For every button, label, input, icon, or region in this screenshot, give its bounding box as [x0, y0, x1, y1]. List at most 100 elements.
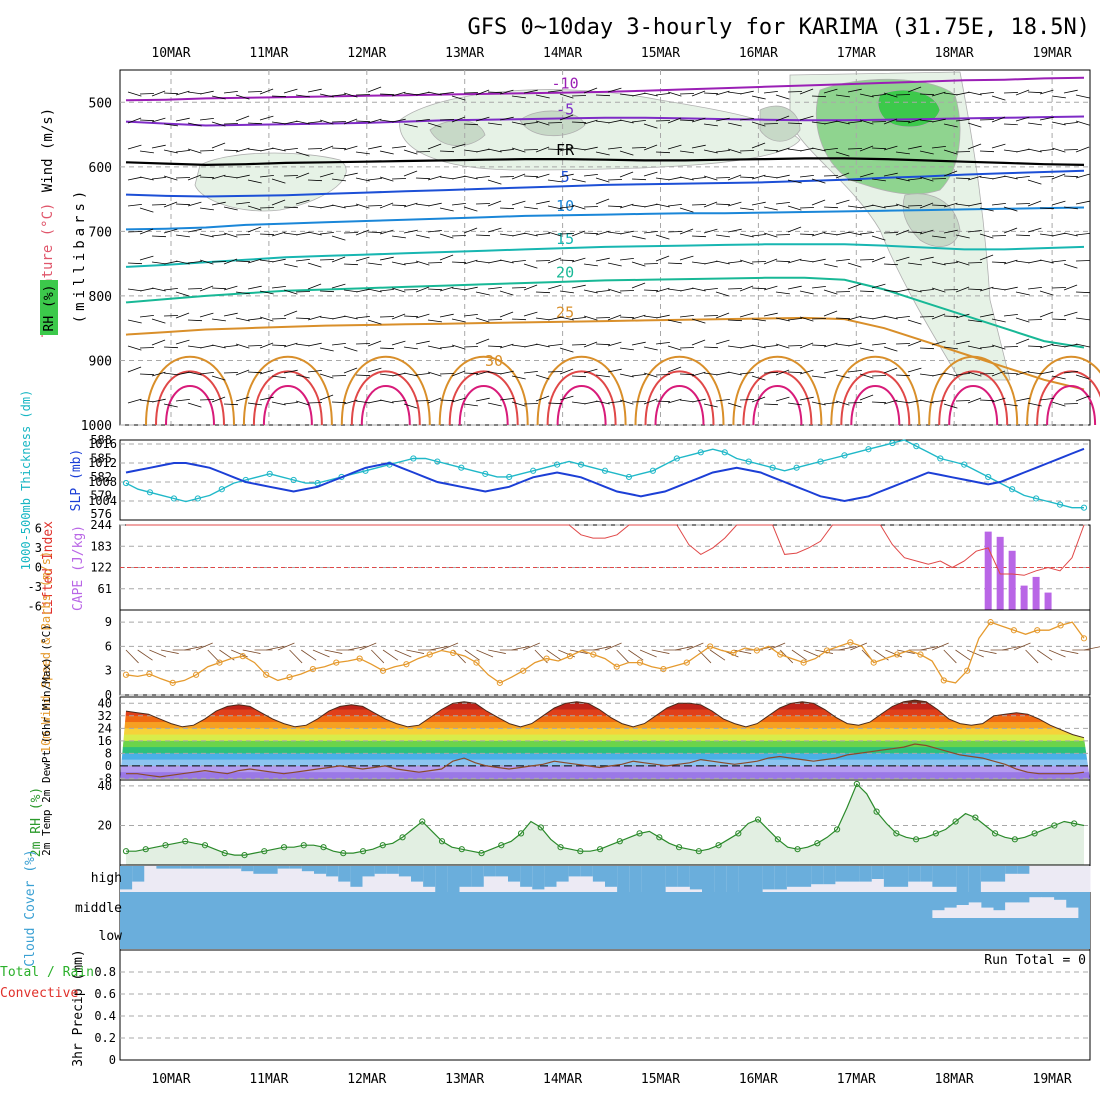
wind-barb: [583, 174, 598, 177]
isotherm-line: [125, 76, 1085, 102]
pressure-tick: 800: [89, 290, 112, 305]
wind-barb: [775, 174, 790, 179]
wind-speed-line-point: [870, 659, 877, 666]
wind-barb: [415, 340, 430, 345]
temp-band: [120, 753, 1090, 761]
wind-barb: [715, 177, 731, 179]
wind-barb: [655, 342, 670, 345]
wind-barb: [379, 150, 394, 155]
isotherm-line: [125, 157, 1085, 167]
thickness-line-point: [793, 464, 800, 471]
wind-barb: [343, 367, 358, 374]
cloud-high-bar: [180, 866, 194, 869]
rh-line-point: [537, 824, 544, 831]
wind-barb: [547, 284, 562, 290]
wind-barb: [859, 232, 874, 235]
wind-barb: [127, 262, 143, 265]
wind-barb: [686, 642, 704, 651]
wind-barb: [523, 122, 538, 125]
wind-barb: [295, 317, 311, 320]
cloud-mid-bar: [993, 910, 1006, 918]
wind-barb: [343, 315, 358, 320]
wind-barb: [799, 147, 814, 152]
wind-barb: [583, 341, 598, 348]
wind-barb: [307, 205, 322, 209]
cloud-high-bar: [714, 866, 727, 892]
wind-barb: [415, 234, 430, 239]
wind-barb: [583, 263, 598, 267]
thickness-line-point: [554, 461, 561, 468]
wind-barb: [139, 176, 154, 181]
wind-barb: [331, 256, 346, 263]
slp-tick: 1012: [88, 456, 117, 470]
wind-barb: [343, 205, 358, 208]
wind-barb: [811, 401, 826, 406]
wind-barb: [439, 92, 454, 95]
wind-barb: [523, 371, 538, 374]
thickness-line-point: [170, 495, 177, 502]
wind-tick: 9: [105, 615, 112, 629]
surface-isotherm: [948, 385, 999, 426]
wind-barb: [127, 231, 143, 233]
wind-barb: [883, 118, 898, 125]
wind-barb: [1051, 401, 1066, 407]
wind-barb: [931, 178, 947, 180]
wind-barb: [535, 120, 550, 126]
wind-barb: [511, 200, 526, 206]
wind-barb: [499, 176, 515, 178]
wind-barb: [367, 367, 382, 373]
wind-barb: [1003, 346, 1019, 348]
temp-line: [125, 699, 1085, 739]
isotherm-line: [125, 316, 1085, 391]
wind-speed-line-point: [964, 667, 971, 674]
wind-barb: [691, 339, 706, 346]
wind-barb: [943, 149, 958, 155]
wind-barb: [367, 399, 382, 404]
wind-barb: [847, 402, 863, 404]
cloud-high-bar: [241, 866, 254, 872]
wind-barb: [1063, 284, 1078, 291]
wind-barb: [475, 203, 491, 205]
wind-barb: [175, 339, 190, 345]
wind-barb: [979, 373, 995, 375]
temp-band: [120, 715, 1090, 723]
wind-barb: [499, 233, 514, 237]
rh-line-point: [142, 846, 149, 853]
wind-barb: [289, 649, 303, 664]
wind-barb: [463, 403, 478, 407]
wind-barb: [283, 175, 299, 177]
wind-barb: [883, 145, 898, 151]
wind-barb: [439, 313, 454, 318]
wind-barb: [324, 649, 343, 654]
rh-line-point: [182, 838, 189, 845]
wind-barb: [451, 175, 466, 180]
wind-barb: [643, 171, 658, 177]
wind-barb: [727, 174, 742, 181]
wind-speed-line: [125, 621, 1085, 684]
wind-barb: [727, 261, 742, 264]
wind-barb: [739, 233, 754, 238]
wind-barb: [247, 345, 263, 347]
cloud-high-bar: [1005, 866, 1018, 874]
wind-barb: [811, 258, 826, 263]
wind-barb: [151, 204, 167, 206]
wind-barb: [667, 91, 682, 97]
wind-barb: [427, 397, 442, 404]
cloud-mid-bar: [1017, 902, 1030, 918]
wind-barb: [535, 173, 550, 179]
wind-barb: [883, 367, 898, 374]
wind-barb: [463, 346, 479, 348]
wind-barb: [1039, 370, 1054, 375]
wind-barb: [319, 373, 334, 379]
wind-barb: [931, 146, 946, 149]
cloud-high-bar: [398, 866, 412, 877]
wind-barb: [283, 88, 298, 94]
wind-barb: [1003, 227, 1018, 234]
wind-barb: [427, 262, 443, 264]
li-tick: 6: [35, 521, 42, 535]
wind-barb: [991, 203, 1006, 206]
wind-barb: [359, 642, 377, 651]
wind-barb: [1063, 371, 1078, 374]
wind-barb: [379, 119, 394, 123]
